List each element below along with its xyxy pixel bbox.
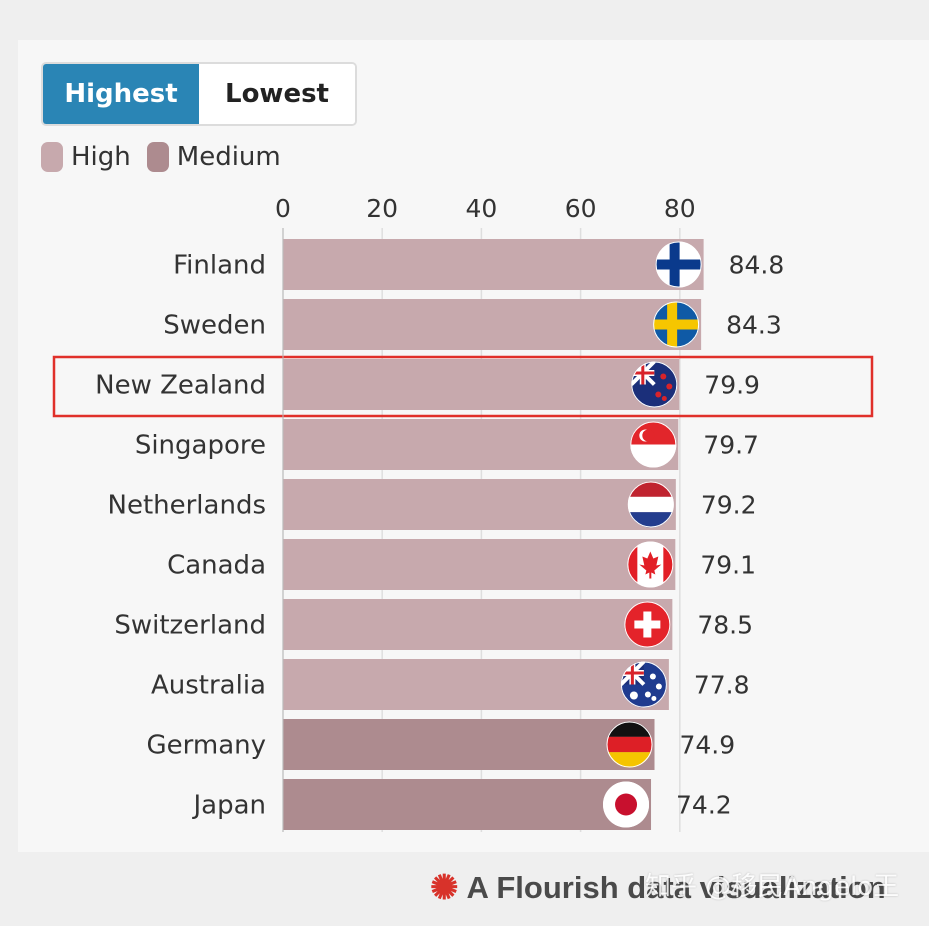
australia-flag-icon [620,661,667,708]
bar [283,599,673,650]
value-label: 79.9 [704,371,760,400]
value-label: 84.8 [729,251,785,280]
value-label: 79.1 [700,551,756,580]
category-label: Singapore [135,431,266,461]
watermark: 知乎 @移民Angelo王 [645,872,900,902]
bar [283,419,679,470]
category-label: Finland [173,251,266,281]
netherlands-flag-icon [627,481,674,528]
new-zealand-flag-icon [631,361,678,408]
category-label: New Zealand [95,371,266,401]
canada-flag-icon [627,541,674,588]
legend: High Medium [41,142,297,172]
flourish-credit-text: A Flourish data visualization [466,870,886,905]
value-label: 78.5 [697,611,753,640]
legend-item-medium[interactable]: Medium [146,142,281,172]
sweden-flag-icon [653,301,700,348]
category-label: Japan [191,791,266,821]
bar [283,539,676,590]
bar [283,299,702,350]
x-tick-label: 80 [664,194,696,223]
legend-swatch-medium [146,142,169,172]
x-tick-label: 20 [366,194,398,223]
value-label: 77.8 [694,671,750,700]
legend-label-high: High [71,142,131,172]
x-tick-label: 0 [275,194,291,223]
x-tick-label: 60 [565,194,597,223]
flourish-logo-icon: ✺ [430,869,459,907]
highlight-box [52,355,874,418]
germany-flag-icon [606,721,653,768]
category-label: Australia [151,671,266,701]
singapore-flag-icon [630,421,677,468]
bar [283,779,652,830]
value-label: 79.7 [703,431,759,460]
legend-item-high[interactable]: High [41,142,131,172]
switzerland-flag-icon [624,601,671,648]
category-label: Germany [146,731,266,761]
legend-swatch-high [41,142,63,172]
japan-flag-icon [603,781,650,828]
highest-button[interactable]: Highest [43,64,199,124]
flourish-credit[interactable]: ✺ A Flourish data visualization [430,868,886,908]
bar [283,479,676,530]
value-label: 79.2 [701,491,757,520]
bar [283,659,669,710]
value-label: 74.9 [680,731,736,760]
value-label: 84.3 [726,311,782,340]
category-label: Sweden [163,311,266,341]
bar [283,719,655,770]
x-tick-label: 40 [465,194,497,223]
bar [283,359,680,410]
category-label: Canada [167,551,266,581]
bar [283,239,704,290]
finland-flag-icon [655,241,702,288]
bar-chart: 0 20 40 60 80 Finland 84.8 Sweden 84.3 New Zealan… [52,194,874,832]
legend-label-medium: Medium [176,142,281,172]
category-label: Netherlands [108,491,267,521]
value-label: 74.2 [676,791,732,820]
category-label: Switzerland [114,611,266,641]
lowest-button[interactable]: Lowest [199,64,355,124]
sort-toggle: Highest Lowest [41,62,357,126]
